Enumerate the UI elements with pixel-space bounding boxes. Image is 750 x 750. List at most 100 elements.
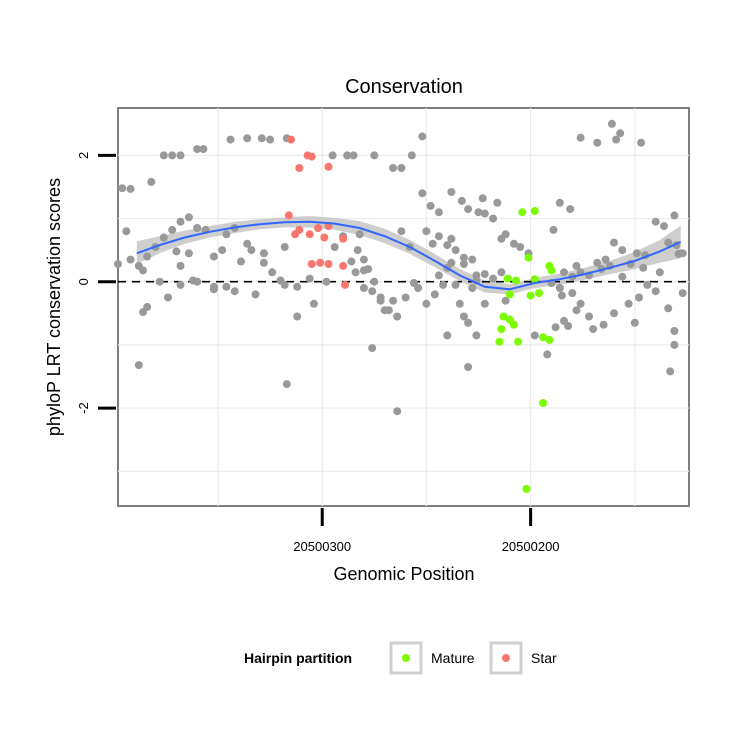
point-other	[368, 287, 377, 296]
point-other	[468, 255, 477, 264]
legend-dot-star	[502, 654, 510, 662]
point-other	[568, 289, 577, 298]
point-mature	[535, 289, 543, 298]
point-other	[243, 239, 252, 248]
legend-key-mature	[389, 641, 423, 675]
x-axis-title: Genomic Position	[333, 564, 474, 584]
x-tick-label: 20500300	[293, 539, 351, 554]
point-other	[576, 299, 585, 308]
point-other	[368, 344, 377, 353]
point-other	[389, 164, 398, 172]
point-other	[434, 208, 443, 217]
point-other	[126, 255, 135, 264]
point-other	[632, 249, 641, 258]
point-other	[451, 246, 460, 255]
point-other	[560, 268, 568, 277]
point-other	[447, 188, 456, 196]
point-other	[168, 151, 177, 160]
point-other	[343, 151, 352, 160]
point-other	[480, 270, 489, 279]
smooth-curve	[136, 220, 682, 291]
legend: Hairpin partition Mature Star	[244, 641, 557, 675]
point-other	[480, 299, 489, 308]
legend-dot-mature	[402, 654, 410, 662]
point-other	[593, 138, 602, 147]
point-other	[599, 320, 608, 329]
point-other	[347, 257, 356, 266]
point-other	[370, 151, 379, 160]
point-other	[164, 293, 172, 302]
point-other	[497, 234, 506, 243]
y-axis: 2 0 -2	[76, 152, 116, 414]
point-mature	[514, 337, 523, 346]
point-other	[328, 151, 337, 160]
point-other	[447, 234, 456, 243]
point-mature	[518, 208, 527, 217]
point-other	[651, 217, 660, 226]
point-other	[114, 260, 122, 268]
point-other	[630, 318, 639, 327]
point-other	[349, 151, 358, 160]
point-mature	[530, 275, 539, 284]
point-other	[422, 227, 431, 236]
y-tick-label: 2	[76, 152, 91, 159]
point-star	[291, 230, 300, 239]
point-other	[478, 194, 487, 203]
point-other	[451, 280, 460, 289]
point-other	[566, 205, 575, 214]
point-other	[134, 361, 143, 370]
point-other	[612, 135, 621, 144]
point-other	[359, 255, 368, 264]
chart-title: Conservation	[345, 76, 463, 98]
point-star	[316, 258, 325, 267]
point-other	[389, 296, 398, 305]
point-other	[199, 145, 208, 154]
point-other	[230, 287, 239, 296]
point-other	[257, 134, 266, 143]
point-other	[549, 225, 558, 234]
point-other	[468, 284, 477, 292]
point-other	[557, 291, 566, 300]
point-mature	[509, 320, 518, 329]
point-other	[282, 380, 291, 389]
point-other	[243, 134, 252, 143]
point-other	[664, 304, 673, 313]
point-other	[176, 261, 185, 270]
point-other	[359, 284, 368, 292]
point-other	[585, 312, 593, 321]
point-other	[305, 274, 314, 283]
point-star	[295, 164, 304, 172]
point-other	[266, 135, 275, 144]
point-other	[670, 327, 679, 335]
legend-title: Hairpin partition	[244, 650, 352, 666]
point-other	[330, 243, 339, 251]
point-other	[637, 138, 646, 147]
point-other	[418, 132, 427, 141]
point-other	[455, 299, 464, 308]
point-other	[222, 282, 231, 291]
point-other	[209, 282, 218, 291]
point-other	[635, 293, 643, 302]
point-star	[320, 233, 329, 242]
point-other	[322, 277, 331, 286]
point-star	[284, 211, 293, 220]
y-tick-label: 0	[76, 278, 91, 285]
point-other	[376, 293, 385, 302]
point-other	[422, 299, 431, 308]
point-other	[122, 227, 131, 236]
point-other	[457, 196, 466, 205]
point-other	[601, 255, 610, 264]
point-mature	[539, 333, 548, 342]
point-other	[543, 350, 552, 359]
plot-panel	[117, 107, 690, 507]
point-other	[193, 145, 202, 154]
point-other	[409, 279, 418, 287]
point-star	[307, 260, 316, 268]
point-mature	[530, 207, 539, 215]
point-other	[674, 249, 683, 258]
point-other	[226, 135, 235, 144]
point-other	[426, 201, 435, 210]
point-other	[443, 241, 452, 250]
point-other	[472, 331, 481, 340]
